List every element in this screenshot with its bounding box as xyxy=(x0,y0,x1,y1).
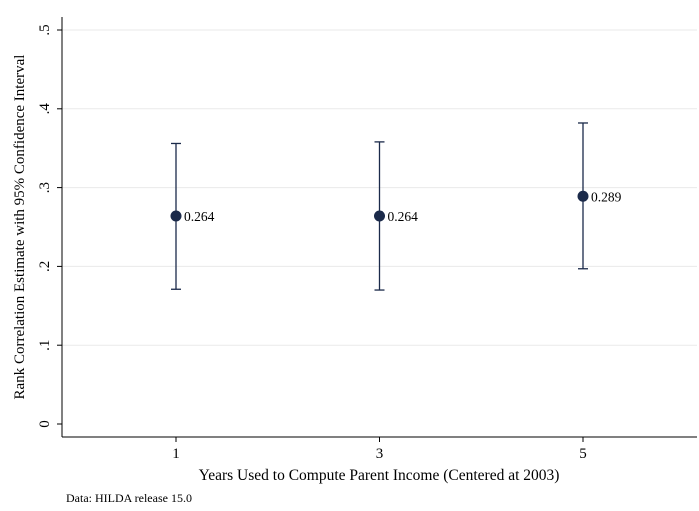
point-estimate-marker xyxy=(374,210,385,222)
x-axis-title: Years Used to Compute Parent Income (Cen… xyxy=(199,467,560,484)
x-tick-label: 3 xyxy=(376,446,384,462)
y-tick-label: .4 xyxy=(37,103,53,115)
x-tick-label: 1 xyxy=(172,446,180,462)
y-tick-label: .2 xyxy=(37,261,53,272)
x-axis-ticks: 1 3 5 xyxy=(172,437,587,462)
y-tick-label: .3 xyxy=(37,182,53,193)
data-source-note: Data: HILDA release 15.0 xyxy=(66,491,192,505)
point-estimate-marker xyxy=(170,210,182,222)
point-estimate-marker xyxy=(577,190,589,202)
y-tick-label: .1 xyxy=(37,340,53,351)
point-estimate-label: 0.264 xyxy=(388,209,419,224)
y-axis-title: Rank Correlation Estimate with 95% Confi… xyxy=(12,55,28,400)
point-estimate-label: 0.289 xyxy=(591,189,622,204)
x-tick-label: 5 xyxy=(579,446,587,462)
y-axis-ticks: 0 .1 .2 .3 .4 .5 xyxy=(37,24,62,428)
y-tick-label: 0 xyxy=(37,420,53,428)
y-tick-label: .5 xyxy=(37,24,53,35)
estimate-series: 0.264 0.264 0.289 xyxy=(170,122,622,291)
point-estimate-label: 0.264 xyxy=(184,209,215,224)
